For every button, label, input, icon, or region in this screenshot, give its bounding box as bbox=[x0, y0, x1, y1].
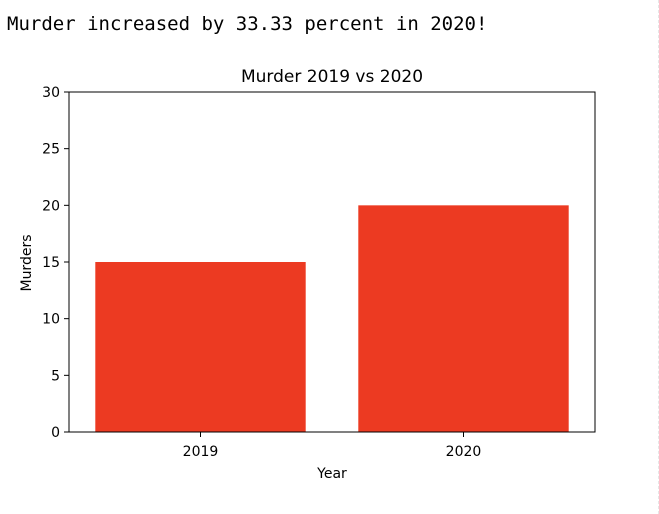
x-axis-label: Year bbox=[316, 466, 347, 482]
x-tick-label: 2020 bbox=[446, 444, 482, 460]
y-tick-label: 30 bbox=[42, 85, 60, 101]
plot-frame bbox=[68, 91, 596, 433]
chart-title: Murder 2019 vs 2020 bbox=[241, 67, 423, 87]
y-tick-label: 20 bbox=[42, 198, 60, 214]
y-tick-label: 10 bbox=[42, 312, 60, 328]
y-tick-label: 0 bbox=[51, 425, 60, 441]
y-tick-label: 5 bbox=[51, 368, 60, 384]
y-tick-label: 25 bbox=[42, 142, 60, 158]
bars-group bbox=[95, 205, 569, 432]
y-axis-label: Murders bbox=[19, 234, 35, 291]
y-axis: 0 5 10 15 20 25 30 bbox=[42, 85, 69, 441]
y-tick-label: 15 bbox=[42, 255, 60, 271]
bar-2020 bbox=[358, 205, 569, 432]
x-tick-label: 2019 bbox=[183, 444, 219, 460]
bar-2019 bbox=[95, 262, 306, 432]
x-axis: 2019 2020 bbox=[183, 432, 482, 460]
output-text: Murder increased by 33.33 percent in 202… bbox=[7, 13, 488, 35]
